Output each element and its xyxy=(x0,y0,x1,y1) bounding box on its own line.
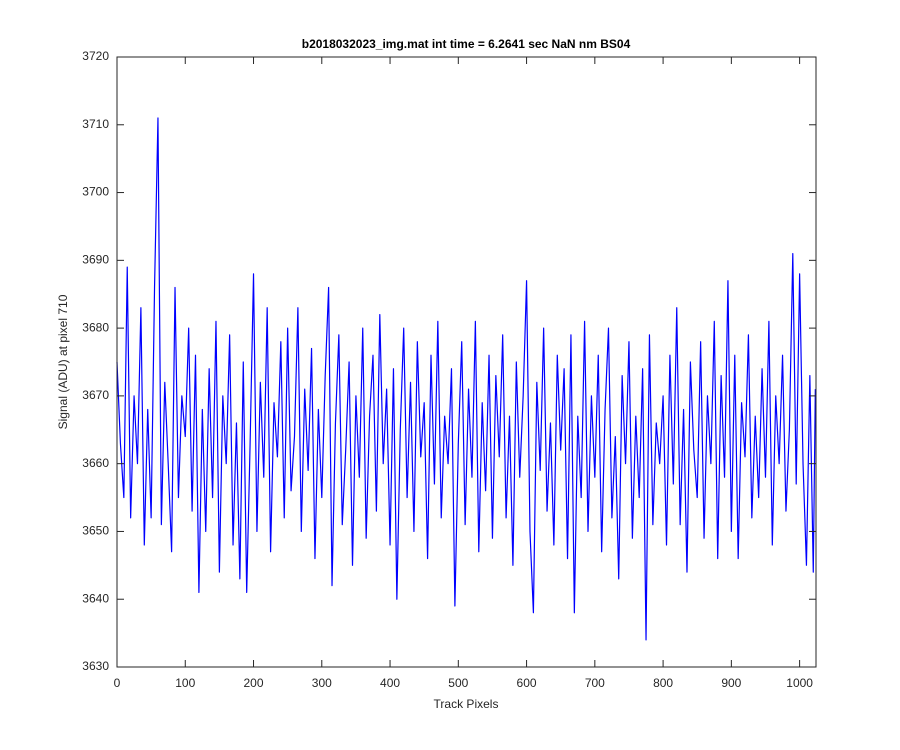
x-tick-label: 200 xyxy=(244,676,264,690)
x-tick-label: 900 xyxy=(721,676,741,690)
y-tick-label: 3650 xyxy=(82,524,109,538)
y-tick-label: 3680 xyxy=(82,320,109,334)
chart-title: b2018032023_img.mat int time = 6.2641 se… xyxy=(302,37,631,51)
x-tick-label: 1000 xyxy=(786,676,813,690)
y-tick-label: 3670 xyxy=(82,388,109,402)
x-tick-label: 800 xyxy=(653,676,673,690)
x-tick-label: 100 xyxy=(175,676,195,690)
y-tick-label: 3710 xyxy=(82,117,109,131)
x-tick-label: 700 xyxy=(585,676,605,690)
y-tick-label: 3720 xyxy=(82,49,109,63)
y-tick-label: 3630 xyxy=(82,659,109,673)
plot-frame xyxy=(116,56,817,668)
y-axis-label: Signal (ADU) at pixel 710 xyxy=(56,294,70,429)
y-tick-label: 3690 xyxy=(82,253,109,267)
x-tick-label: 0 xyxy=(114,676,121,690)
x-tick-label: 400 xyxy=(380,676,400,690)
x-axis-label: Track Pixels xyxy=(434,697,499,711)
y-tick-label: 3660 xyxy=(82,456,109,470)
y-tick-label: 3640 xyxy=(82,591,109,605)
data-line xyxy=(116,117,816,641)
x-tick-label: 500 xyxy=(448,676,468,690)
x-tick-label: 300 xyxy=(312,676,332,690)
x-tick-label: 600 xyxy=(517,676,537,690)
y-tick-label: 3700 xyxy=(82,185,109,199)
